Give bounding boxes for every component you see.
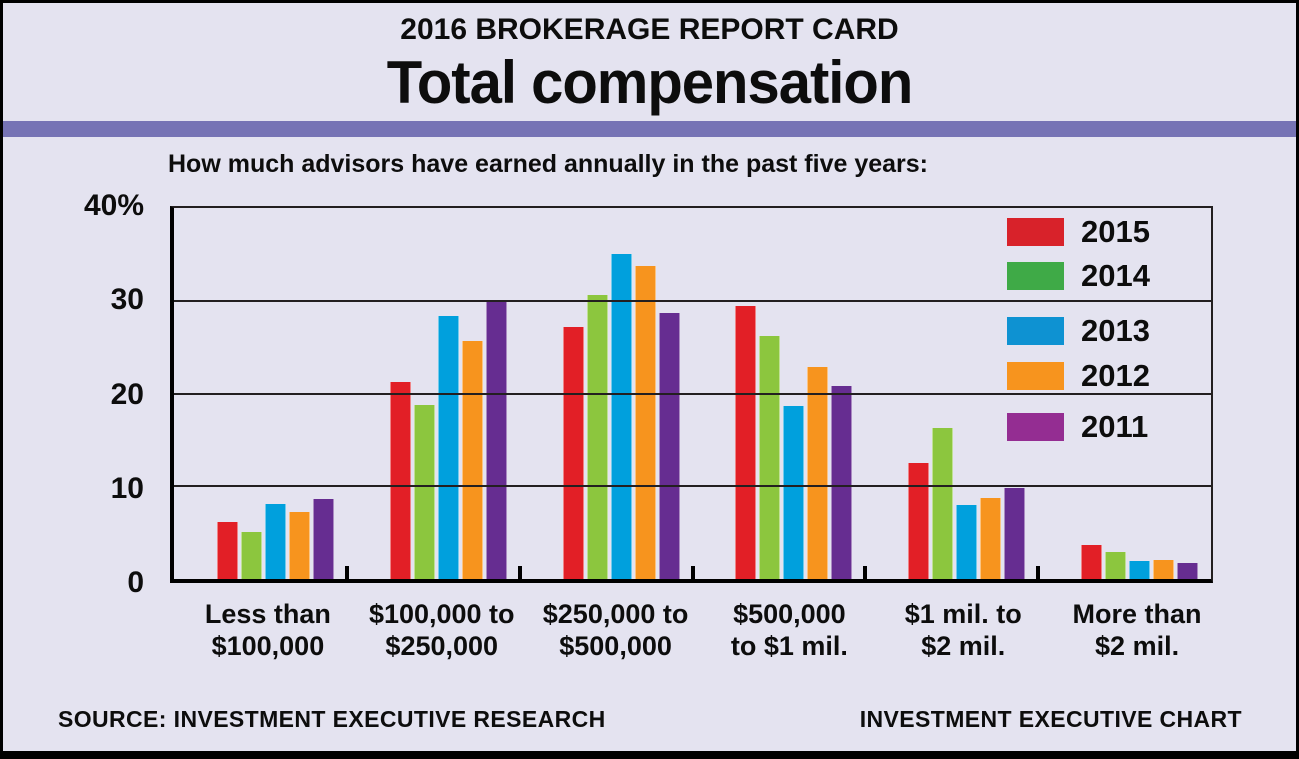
bar-2011-group-2 xyxy=(485,299,507,579)
x-axis-label-line: $250,000 to xyxy=(542,599,689,629)
x-axis-label-line: to $1 mil. xyxy=(730,630,848,661)
bar-2013-group-4 xyxy=(783,405,805,579)
legend-label-2013: 2013 xyxy=(1081,313,1150,348)
x-axis-tick-1 xyxy=(344,566,349,579)
bar-2015-group-1 xyxy=(216,521,238,579)
legend-item-2012: 2012 xyxy=(1007,358,1150,394)
x-axis-label-1: Less than $100,000 xyxy=(170,599,344,663)
bar-2014-group-2 xyxy=(413,404,435,579)
legend-swatch-2011 xyxy=(1007,413,1064,441)
bar-2014-group-1 xyxy=(240,531,262,579)
plot-area: 2015 2014 2013 2012 2011 xyxy=(170,206,1213,583)
legend-item-2015: 2015 xyxy=(1007,214,1150,250)
y-axis-tick-label-0: 0 xyxy=(127,566,144,599)
bar-2015-group-6 xyxy=(1081,544,1103,579)
bar-2012-group-3 xyxy=(634,265,656,579)
bar-2014-group-6 xyxy=(1105,552,1127,579)
source-credit: SOURCE: INVESTMENT EXECUTIVE RESEARCH xyxy=(58,706,606,732)
bar-2013-group-3 xyxy=(610,254,632,579)
bar-2011-group-5 xyxy=(1004,488,1026,579)
bar-2012-group-1 xyxy=(288,512,310,579)
chart-legend: 2015 2014 2013 2012 2011 xyxy=(1007,208,1217,448)
bar-group-6 xyxy=(1038,208,1211,579)
legend-label-2014: 2014 xyxy=(1081,258,1150,293)
bar-2015-group-4 xyxy=(735,306,757,579)
x-axis-tick-3 xyxy=(690,566,695,579)
legend-item-2011: 2011 xyxy=(1007,409,1148,445)
y-axis-tick-label-10: 10 xyxy=(110,471,144,505)
x-axis-label-5: $1 mil. to $2 mil. xyxy=(865,599,1039,663)
x-axis-label-line: $500,000 xyxy=(559,630,672,661)
x-axis-label-line: $1 mil. to xyxy=(904,599,1022,629)
chart-subtitle: How much advisors have earned annually i… xyxy=(168,150,928,178)
bar-2013-group-2 xyxy=(437,315,459,579)
purple-divider-band xyxy=(3,121,1296,137)
bar-2014-group-5 xyxy=(932,427,954,579)
bar-2013-group-5 xyxy=(956,504,978,579)
bar-2011-group-3 xyxy=(658,312,680,579)
chart-credit: INVESTMENT EXECUTIVE CHART xyxy=(859,706,1242,732)
x-axis-label-line: $100,000 xyxy=(211,630,325,661)
page-title: Total compensation xyxy=(386,48,914,117)
legend-swatch-2014 xyxy=(1007,262,1064,290)
legend-item-2013: 2013 xyxy=(1007,313,1150,349)
y-axis-tick-label-20: 20 xyxy=(110,377,144,411)
bar-2012-group-2 xyxy=(461,340,483,579)
x-axis-label-line: $2 mil. xyxy=(921,630,1006,661)
bar-2014-group-4 xyxy=(759,336,781,579)
legend-swatch-2015 xyxy=(1007,218,1064,246)
legend-swatch-2013 xyxy=(1007,317,1064,345)
x-axis-labels: Less than $100,000 $100,000 to $250,000 $250… xyxy=(170,599,1213,663)
bar-2015-group-5 xyxy=(908,463,930,579)
chart-header: 2016 BROKERAGE REPORT CARD Total compens… xyxy=(3,13,1296,116)
bar-groups xyxy=(174,208,1211,579)
bar-2014-group-3 xyxy=(586,295,608,579)
legend-label-2015: 2015 xyxy=(1081,214,1150,249)
y-axis-labels: 40% 30 20 10 0 xyxy=(3,189,158,599)
bar-2011-group-4 xyxy=(831,386,853,579)
x-axis-label-line: $500,000 xyxy=(733,599,846,629)
x-axis-label-3: $250,000 to $500,000 xyxy=(518,599,692,663)
x-axis-label-line: $250,000 xyxy=(385,630,499,661)
x-axis-tick-4 xyxy=(863,566,868,579)
bar-group-1 xyxy=(174,208,347,579)
bar-group-5 xyxy=(865,208,1038,579)
bar-2015-group-2 xyxy=(389,382,411,579)
bar-2012-group-4 xyxy=(807,366,829,579)
x-axis-label-6: More than $2 mil. xyxy=(1039,599,1213,663)
x-axis-label-2: $100,000 to $250,000 xyxy=(344,599,518,663)
x-axis-label-line: More than xyxy=(1072,599,1202,629)
y-axis-tick-label-40: 40% xyxy=(83,189,144,222)
x-axis-tick-5 xyxy=(1036,566,1041,579)
bar-2013-group-1 xyxy=(264,503,286,579)
bar-2011-group-6 xyxy=(1177,563,1199,579)
x-axis-label-line: $2 mil. xyxy=(1095,630,1180,661)
x-axis-label-4: $500,000 to $1 mil. xyxy=(691,599,865,663)
report-card-kicker: 2016 BROKERAGE REPORT CARD xyxy=(400,13,899,46)
y-axis-tick-label-30: 30 xyxy=(110,283,144,317)
legend-swatch-2012 xyxy=(1007,362,1064,390)
bar-2012-group-6 xyxy=(1153,560,1175,579)
bar-group-2 xyxy=(347,208,520,579)
x-axis-label-line: Less than xyxy=(204,599,331,629)
x-axis-label-line: $100,000 to xyxy=(368,599,515,629)
bar-group-4 xyxy=(692,208,865,579)
bar-2013-group-6 xyxy=(1129,561,1151,579)
legend-item-2014: 2014 xyxy=(1007,258,1150,294)
bar-2011-group-1 xyxy=(312,499,334,579)
legend-label-2012: 2012 xyxy=(1081,358,1150,393)
bar-group-3 xyxy=(520,208,693,579)
bar-2015-group-3 xyxy=(562,326,584,579)
x-axis-tick-2 xyxy=(517,566,522,579)
bar-2012-group-5 xyxy=(980,498,1002,579)
legend-label-2011: 2011 xyxy=(1081,409,1149,444)
